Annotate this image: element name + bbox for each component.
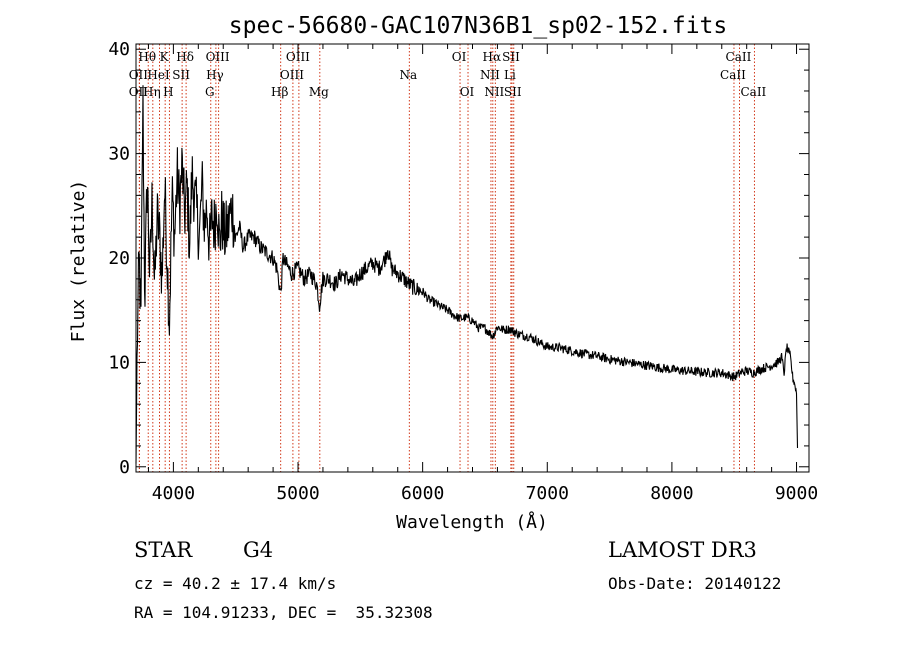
spectral-line-label: Hβ: [271, 85, 288, 99]
chart-title: spec-56680-GAC107N36B1_sp02-152.fits: [229, 13, 728, 39]
spectral-line-label: CaII: [740, 85, 766, 99]
spectral-line-label: OIII: [286, 50, 310, 64]
object-type: STAR: [134, 538, 193, 562]
spectral-line-label: Hδ: [176, 50, 194, 64]
spectral-line-label: CaII: [726, 50, 752, 64]
spectral-line-label: G: [205, 85, 215, 99]
obs-date: Obs-Date: 20140122: [608, 574, 782, 593]
spectral-line-label: SII: [502, 50, 520, 64]
spectral-lines: [138, 44, 755, 472]
spectral-line-label: OIII: [206, 50, 230, 64]
x-tick-label: 8000: [650, 483, 693, 504]
spectral-line-label: Na: [399, 68, 417, 82]
redshift-text: cz = 40.2 ± 17.4 km/s: [134, 574, 337, 593]
spectral-line-label: Hη: [143, 85, 161, 99]
flux-trace: [135, 85, 799, 464]
spectral-line-label: NII: [480, 68, 500, 82]
spectral-line-label: Li: [504, 68, 516, 82]
spectral-line-label: H: [163, 85, 173, 99]
y-tick-label: 0: [119, 457, 130, 478]
spectral-line-label: Hθ: [138, 50, 156, 64]
x-tick-label: 6000: [401, 483, 444, 504]
y-tick-label: 40: [108, 39, 130, 60]
y-tick-label: 30: [108, 144, 130, 165]
spectral-line-label: OI: [452, 50, 467, 64]
y-tick-label: 20: [108, 248, 130, 269]
spectral-line-label: CaII: [720, 68, 746, 82]
axis-ticks: 4000 5000 6000 7000 8000 9000 0 10 20 30 40: [108, 39, 818, 504]
x-tick-label: 9000: [775, 483, 818, 504]
spectral-line-label: SII: [172, 68, 190, 82]
survey-name: LAMOST DR3: [608, 538, 757, 562]
x-tick-label: 7000: [526, 483, 569, 504]
subclass: G4: [243, 538, 274, 562]
plot-frame: [135, 43, 810, 473]
spectral-line-label: Hα: [483, 50, 502, 64]
y-axis-label: Flux (relative): [68, 180, 89, 343]
spectral-line-label: Mg: [309, 85, 329, 99]
x-tick-label: 5000: [276, 483, 319, 504]
spectral-line-label: OI: [460, 85, 475, 99]
coordinates: RA = 104.91233, DEC = 35.32308: [134, 603, 433, 622]
spectral-line-label: OIII: [280, 68, 304, 82]
spectral-line-label: HeI: [147, 68, 170, 82]
spectral-line-label: OII: [129, 68, 149, 82]
y-tick-label: 10: [108, 352, 130, 373]
spectral-line-label: NII: [484, 85, 504, 99]
x-axis-label: Wavelength (Å): [396, 511, 548, 533]
spectral-line-label: Hγ: [206, 68, 224, 82]
spectral-line-label: SII: [504, 85, 522, 99]
spectral-line-label: K: [160, 50, 170, 64]
x-tick-label: 4000: [152, 483, 195, 504]
